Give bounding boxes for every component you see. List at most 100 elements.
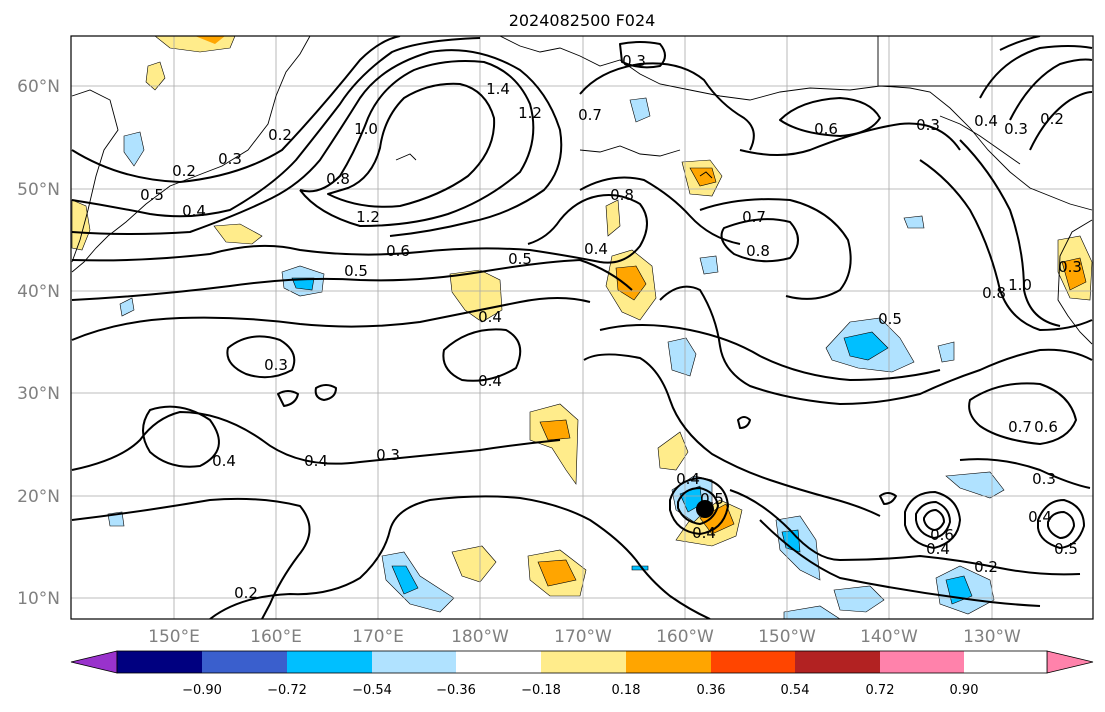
lat-label: 40°N	[17, 282, 60, 302]
contour-label: 0.4	[692, 524, 716, 542]
map-frame	[70, 35, 1094, 620]
contour-label: 1.4	[486, 80, 510, 98]
contour-label: 0.2	[234, 584, 258, 602]
colorbar-bin	[626, 651, 711, 673]
colorbar-tick-label: −0.90	[182, 683, 222, 698]
colorbar-bin	[456, 651, 541, 673]
colorbar-outline	[116, 650, 1048, 674]
contour-label: 0.4	[478, 372, 502, 390]
contour-label: 0.3	[1058, 258, 1082, 276]
contour-label: 0.8	[982, 284, 1006, 302]
contour-label: 0.3	[218, 150, 242, 168]
contour-label: 0.2	[1040, 110, 1064, 128]
contour-label: 0.6	[930, 526, 954, 544]
colorbar-bin	[202, 651, 287, 673]
contour-labels: 0.2 0.3 0.2 0.5 0.4 0.5 0.6 0.8 1.0 1.2 …	[140, 52, 1082, 602]
colorbar-tick-label: −0.72	[267, 683, 307, 698]
contour-label: 0.3	[622, 52, 646, 70]
contour-label: 0.7	[742, 208, 766, 226]
lat-label: 10°N	[17, 589, 60, 609]
contour-label: 0.7	[578, 106, 602, 124]
negative-anomaly-shading	[107, 97, 1005, 619]
colorbar-tick-label: −0.36	[436, 683, 476, 698]
contour-label: 0.4	[584, 240, 608, 258]
contour-label: 0.4	[676, 470, 700, 488]
colorbar-extend-low	[70, 650, 118, 674]
lon-label: 160°E	[250, 627, 302, 647]
lon-label: 150°E	[148, 627, 200, 647]
colorbar-tick-label: 0.18	[612, 683, 641, 698]
contour-label: 0.4	[926, 540, 950, 558]
contour-label: 1.2	[518, 104, 542, 122]
contour-label: 1.0	[354, 120, 378, 138]
lon-label: 170°W	[554, 627, 612, 647]
colorbar-bin	[117, 651, 202, 673]
contour-label: 0.4	[478, 308, 502, 326]
colorbar-bin	[795, 651, 880, 673]
lon-label: 170°E	[352, 627, 404, 647]
contour-label: 0.5	[878, 310, 902, 328]
contour-label: 0.5	[700, 490, 724, 508]
colorbar-bin	[287, 651, 372, 673]
contour-label: 0.8	[610, 186, 634, 204]
contour-label: 0.4	[974, 112, 998, 130]
contour-label: 0.3	[1004, 120, 1028, 138]
storm-center-marker	[696, 500, 714, 518]
colorbar-bin	[880, 651, 964, 673]
latitude-labels: 60°N 50°N 40°N 30°N 20°N 10°N	[17, 77, 60, 609]
contour-label: 0.7	[1008, 418, 1032, 436]
contour-label: 0.6	[814, 120, 838, 138]
colorbar-tick-label: 0.36	[697, 683, 726, 698]
lon-label: 140°W	[860, 627, 918, 647]
contour-label: 0.6	[386, 242, 410, 260]
map-title: 2024082500 F024	[509, 11, 656, 30]
contour-label: 0.8	[746, 242, 770, 260]
colorbar-extend-high	[1046, 650, 1094, 674]
contour-label: 0.3	[1032, 470, 1056, 488]
contour-label: 0.8	[326, 170, 350, 188]
lon-label: 160°W	[656, 627, 714, 647]
contour-label: 0.5	[1054, 540, 1078, 558]
contour-label: 0.4	[304, 452, 328, 470]
map-body: 0.2 0.3 0.2 0.5 0.4 0.5 0.6 0.8 1.0 1.2 …	[71, 36, 1093, 619]
lat-label: 60°N	[17, 77, 60, 97]
contour-label: 0.3	[916, 116, 940, 134]
contour-label: 1.0	[1008, 276, 1032, 294]
colorbar-tick-labels: −0.90 −0.72 −0.54 −0.36 −0.18 0.18 0.36 …	[182, 683, 978, 698]
colorbar-tick-label: 0.90	[950, 683, 979, 698]
colorbar: −0.90 −0.72 −0.54 −0.36 −0.18 0.18 0.36 …	[70, 650, 1094, 698]
lon-label: 180°W	[451, 627, 509, 647]
contour-lines	[71, 36, 1093, 619]
contour-label: 0.5	[344, 262, 368, 280]
colorbar-bin	[541, 651, 626, 673]
contour-label: 0.2	[268, 126, 292, 144]
colorbar-tick-label: 0.72	[866, 683, 895, 698]
contour-label: 1.2	[356, 208, 380, 226]
lat-label: 30°N	[17, 384, 60, 404]
contour-label: 0.6	[1034, 418, 1058, 436]
graticule	[71, 36, 1093, 619]
contour-label: 0.3	[376, 446, 400, 464]
positive-anomaly-shading	[71, 36, 1093, 597]
contour-label: 0.4	[182, 202, 206, 220]
contour-label: 0.2	[172, 162, 196, 180]
colorbar-tick-label: 0.54	[781, 683, 810, 698]
longitude-labels: 150°E 160°E 170°E 180°W 170°W 160°W 150°…	[148, 627, 1021, 647]
lat-label: 20°N	[17, 487, 60, 507]
contour-label: 0.5	[508, 250, 532, 268]
contour-label: 0.2	[974, 558, 998, 576]
colorbar-tick-label: −0.54	[352, 683, 392, 698]
contour-label: 0.4	[212, 452, 236, 470]
coastlines	[71, 36, 1093, 345]
lat-label: 50°N	[17, 180, 60, 200]
colorbar-bin	[964, 651, 1047, 673]
colorbar-bin	[711, 651, 795, 673]
colorbar-bin	[372, 651, 456, 673]
contour-label: 0.5	[140, 186, 164, 204]
contour-label: 0.3	[264, 356, 288, 374]
lon-label: 130°W	[963, 627, 1021, 647]
lon-label: 150°W	[758, 627, 816, 647]
contour-label: 0.4	[1028, 508, 1052, 526]
colorbar-tick-label: −0.18	[521, 683, 561, 698]
